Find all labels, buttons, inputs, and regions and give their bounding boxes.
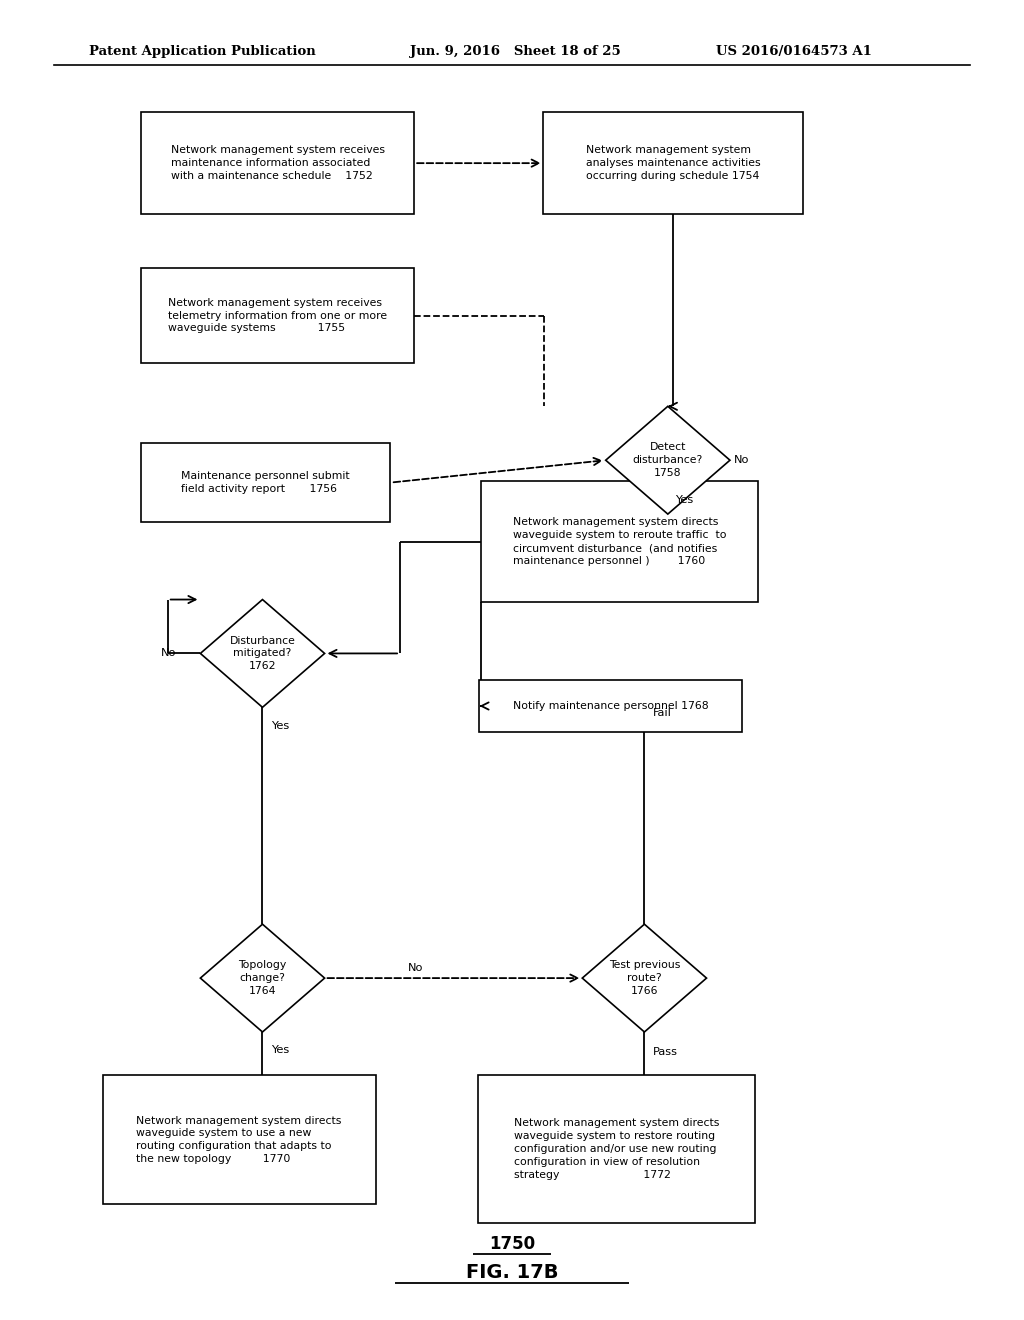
Text: Network management system directs
waveguide system to use a new
routing configur: Network management system directs wavegu… (136, 1115, 342, 1164)
Text: Network management system receives
maintenance information associated
with a mai: Network management system receives maint… (171, 145, 385, 181)
Text: 1750: 1750 (488, 1236, 536, 1253)
FancyBboxPatch shape (479, 680, 742, 733)
Polygon shape (606, 407, 730, 513)
Text: Patent Application Publication: Patent Application Publication (89, 45, 316, 58)
Polygon shape (201, 599, 325, 708)
Text: US 2016/0164573 A1: US 2016/0164573 A1 (716, 45, 871, 58)
Text: Network management system
analyses maintenance activities
occurring during sched: Network management system analyses maint… (586, 145, 760, 181)
Polygon shape (583, 924, 707, 1032)
Text: Topology
change?
1764: Topology change? 1764 (239, 960, 287, 995)
Text: No: No (161, 648, 176, 659)
Text: Detect
disturbance?
1758: Detect disturbance? 1758 (633, 442, 702, 478)
Text: Yes: Yes (270, 721, 289, 731)
Text: FIG. 17B: FIG. 17B (466, 1263, 558, 1282)
FancyBboxPatch shape (141, 268, 415, 363)
Text: Network management system receives
telemetry information from one or more
wavegu: Network management system receives telem… (168, 298, 387, 334)
FancyBboxPatch shape (140, 444, 390, 521)
Text: Disturbance
mitigated?
1762: Disturbance mitigated? 1762 (229, 636, 295, 672)
Text: Notify maintenance personnel 1768: Notify maintenance personnel 1768 (513, 701, 709, 711)
FancyBboxPatch shape (478, 1076, 756, 1222)
Text: No: No (734, 455, 750, 465)
Text: Yes: Yes (270, 1045, 289, 1056)
Text: Maintenance personnel submit
field activity report       1756: Maintenance personnel submit field activ… (181, 471, 350, 494)
Text: Fail: Fail (652, 708, 672, 718)
FancyBboxPatch shape (141, 112, 415, 214)
Text: No: No (409, 962, 424, 973)
Text: Test previous
route?
1766: Test previous route? 1766 (608, 960, 680, 995)
Text: Pass: Pass (652, 1047, 678, 1057)
FancyBboxPatch shape (102, 1076, 376, 1204)
FancyBboxPatch shape (543, 112, 803, 214)
FancyBboxPatch shape (481, 482, 759, 602)
Text: Yes: Yes (675, 495, 693, 504)
Polygon shape (201, 924, 325, 1032)
Text: Network management system directs
waveguide system to reroute traffic  to
circum: Network management system directs wavegu… (513, 517, 727, 566)
Text: Jun. 9, 2016   Sheet 18 of 25: Jun. 9, 2016 Sheet 18 of 25 (411, 45, 621, 58)
Text: Network management system directs
waveguide system to restore routing
configurat: Network management system directs wavegu… (514, 1118, 720, 1180)
